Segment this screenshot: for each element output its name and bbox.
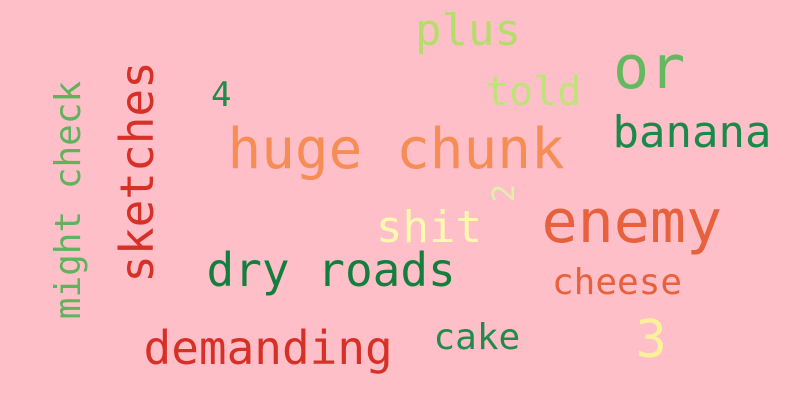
word-cheese: cheese: [552, 262, 683, 303]
word-told: told: [485, 69, 582, 115]
word-cake: cake: [433, 317, 521, 358]
word-sketches: sketches: [109, 61, 164, 283]
word-plus: plus: [415, 5, 521, 56]
word-shit: shit: [376, 202, 482, 253]
word-or: or: [613, 33, 686, 103]
word-4: 4: [211, 75, 232, 115]
word-dry-roads: dry roads: [206, 243, 456, 297]
word-3: 3: [635, 310, 667, 370]
word-banana: banana: [612, 107, 772, 158]
word-huge-chunk: huge chunk: [227, 117, 565, 182]
word-enemy: enemy: [541, 187, 723, 257]
word-2: 2: [487, 183, 523, 203]
word-demanding: demanding: [143, 321, 393, 375]
word-might-check: might check: [48, 80, 90, 320]
